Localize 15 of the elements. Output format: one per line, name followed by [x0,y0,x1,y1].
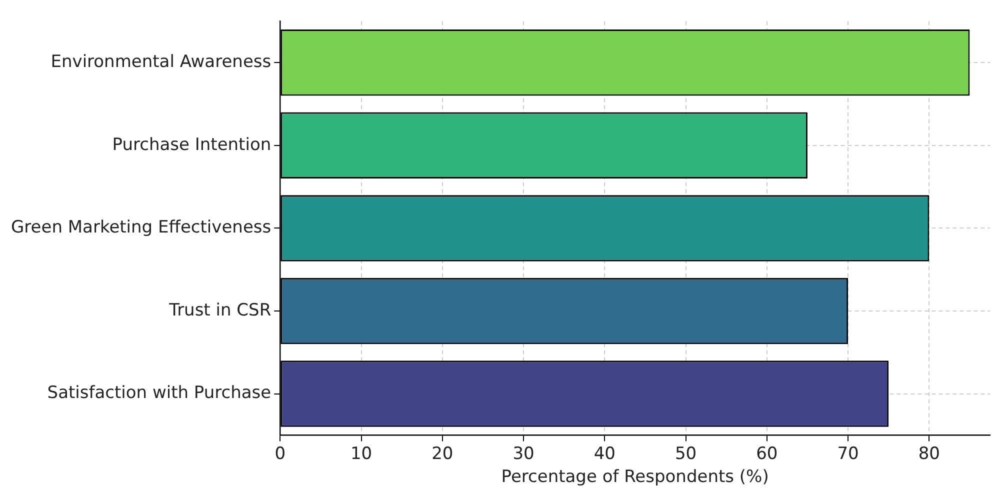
x-axis-title: Percentage of Respondents (%) [501,467,769,488]
y-tick-label: Purchase Intention [112,134,272,155]
y-tick-label: Green Marketing Effectiveness [10,218,272,238]
x-tick-label: 40 [594,444,616,464]
x-tick-label: 70 [837,444,859,464]
x-tick-label: 10 [350,444,372,464]
x-tick-label: 60 [756,444,778,464]
y-tick-label: Trust in CSR [168,300,272,320]
x-tick-label: 0 [274,444,286,464]
x-tick-label: 20 [432,444,454,464]
y-tick-label: Satisfaction with Purchase [47,383,272,404]
x-tick-label: 50 [674,444,697,464]
x-tick-label: 80 [918,444,940,464]
y-tick-label: Environmental Awareness [50,52,272,72]
x-tick-label: 30 [512,444,534,464]
